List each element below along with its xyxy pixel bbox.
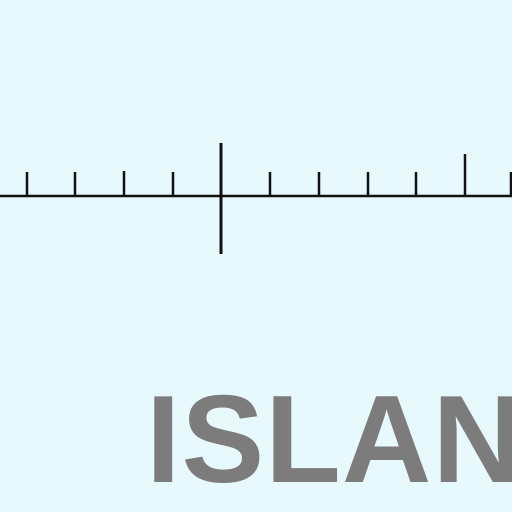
scale-bar-ticks [25,143,512,254]
island-place-label: ISLAND [146,371,512,509]
